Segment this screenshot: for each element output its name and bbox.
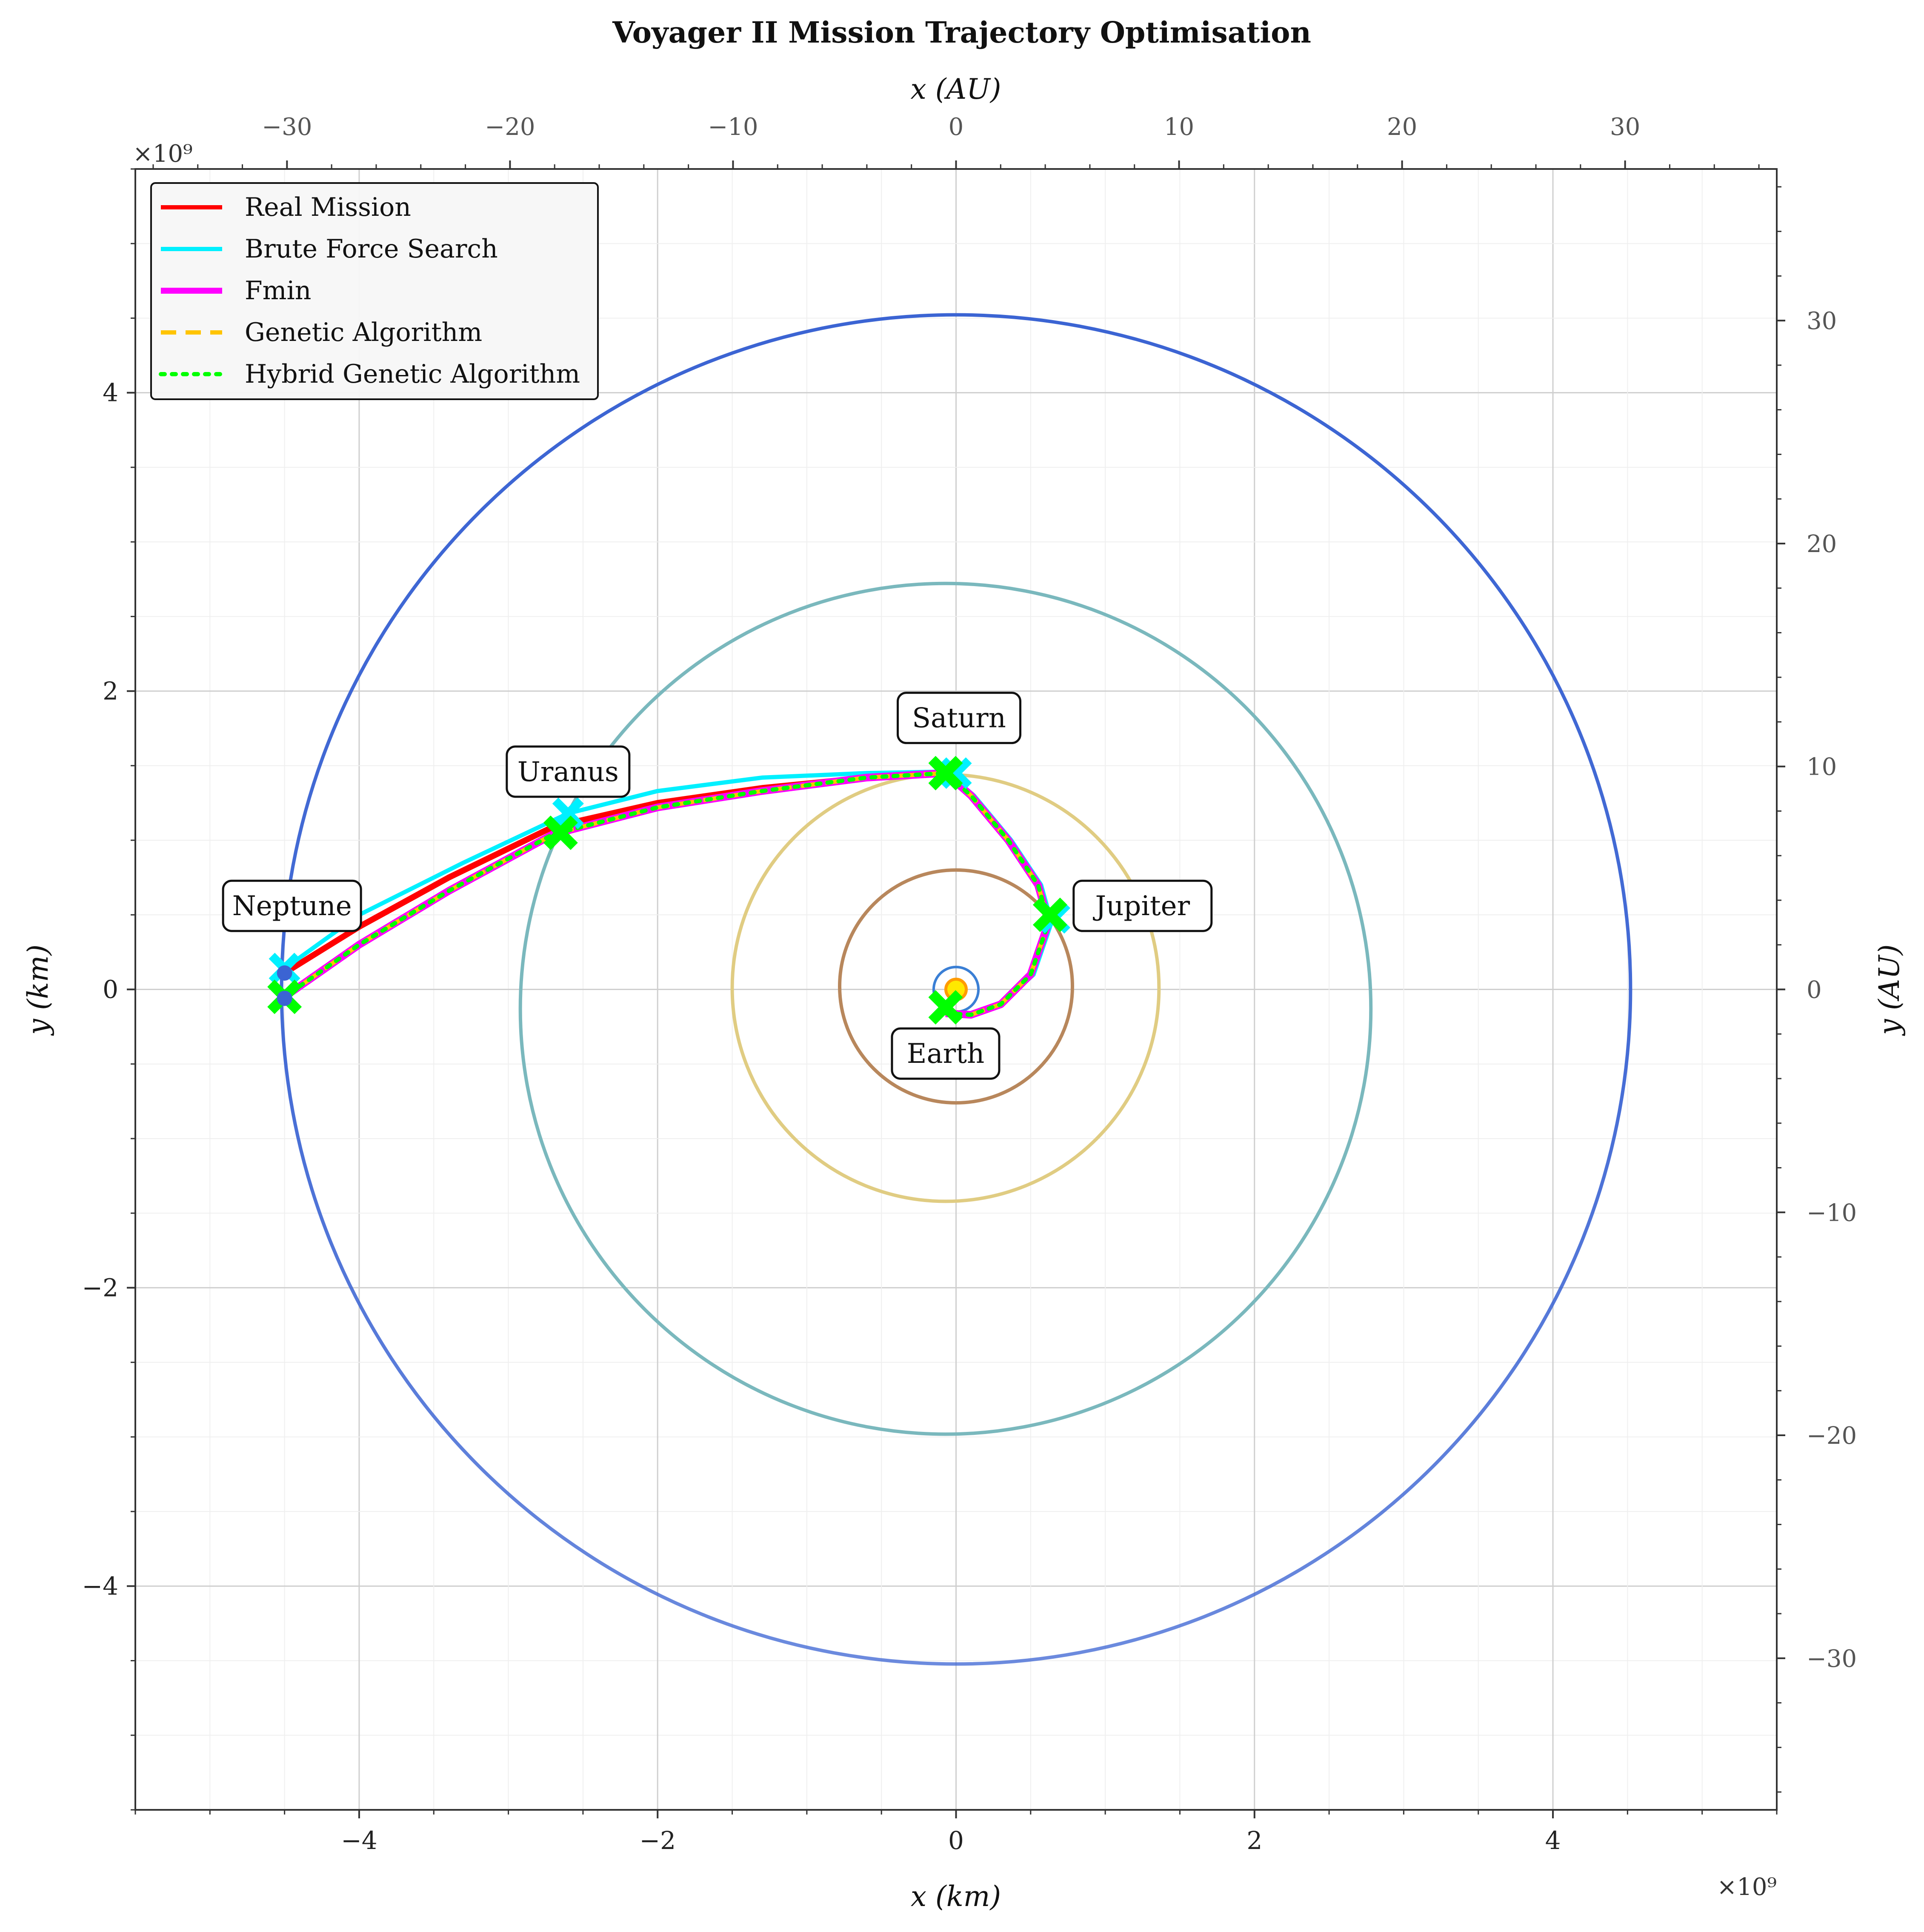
planet-label-box — [222, 879, 362, 932]
chart-title: Voyager II Mission Trajectory Optimisati… — [612, 16, 1311, 50]
planet-label-saturn: Saturn — [897, 692, 1022, 744]
y2-tick-label: 0 — [1807, 976, 1822, 1004]
y2-tick-label: 20 — [1807, 530, 1837, 558]
y-tick-label: 4 — [103, 378, 118, 407]
neptune-dot — [277, 965, 292, 981]
planet-label-uranus: Uranus — [506, 745, 631, 798]
y2-tick-label: 10 — [1807, 753, 1837, 781]
y2-tick-label: −30 — [1807, 1645, 1857, 1673]
x2-tick-label: −10 — [708, 113, 758, 141]
encounter-markers — [267, 756, 1070, 1025]
legend-label: Hybrid Genetic Algorithm — [245, 359, 580, 389]
x2-tick-label: 0 — [949, 113, 964, 141]
y-tick-label: 0 — [103, 975, 118, 1004]
planet-label-box — [506, 745, 631, 798]
y2-tick-label: 30 — [1807, 307, 1837, 335]
legend-label: Real Mission — [245, 192, 411, 222]
x2-tick-label: 10 — [1164, 113, 1194, 141]
planet-label-text: Saturn — [912, 703, 1006, 734]
y-axis-label: y (km) — [22, 945, 54, 1036]
encounter-marker-uranus — [543, 816, 578, 850]
planet-label-earth: Earth — [891, 1027, 1001, 1080]
legend-box — [150, 182, 599, 400]
x-tick-label: −2 — [639, 1826, 676, 1855]
planet-label-text: Neptune — [232, 890, 352, 922]
planet-label-text: Jupiter — [1093, 890, 1190, 922]
legend-label: Genetic Algorithm — [245, 318, 482, 347]
x-tick-label: 2 — [1246, 1826, 1262, 1855]
orbit-uranus — [518, 581, 1373, 1436]
y2-tick-label: −20 — [1807, 1422, 1857, 1450]
neptune-dot — [277, 990, 292, 1006]
planet-label-box — [891, 1027, 1001, 1080]
plot-area: Saturn Uranus Neptune Jupiter Earth — [134, 168, 1778, 1811]
legend-label: Fmin — [245, 276, 311, 306]
planet-label-text: Uranus — [517, 756, 619, 788]
x-axis-label: x (km) — [911, 1880, 1001, 1913]
planet-label-box — [1072, 879, 1213, 932]
planet-label-box — [897, 692, 1022, 744]
orbit-jupiter — [838, 868, 1074, 1105]
x2-tick-label: −30 — [262, 113, 312, 141]
planet-label-jupiter: Jupiter — [1072, 879, 1213, 932]
x2-tick-label: −20 — [485, 113, 535, 141]
y2-axis-label: y (AU) — [1873, 944, 1906, 1036]
planet-label-text: Earth — [907, 1038, 984, 1070]
planet-label-neptune: Neptune — [222, 879, 362, 932]
y-tick-label: 2 — [103, 677, 118, 706]
x2-tick-label: 20 — [1387, 113, 1417, 141]
legend: Real Mission Brute Force Search Fmin Geneti… — [150, 182, 599, 400]
y-tick-label: −2 — [82, 1273, 119, 1302]
x-tick-label: 4 — [1545, 1826, 1561, 1855]
encounter-marker-saturn — [928, 756, 963, 790]
x-tick-label: 0 — [948, 1826, 964, 1855]
scale-note-top: ×10⁹ — [133, 140, 193, 168]
x-tick-label: −4 — [341, 1826, 377, 1855]
encounter-marker-earth — [928, 990, 963, 1025]
scale-note-bottom: ×10⁹ — [1717, 1873, 1777, 1901]
encounter-marker-jupiter — [1032, 897, 1067, 932]
y2-tick-label: −10 — [1807, 1199, 1857, 1227]
brute-force-marker — [552, 797, 584, 830]
x2-tick-label: 30 — [1610, 113, 1640, 141]
y-tick-label: −4 — [82, 1571, 119, 1600]
x2-axis-label: x (AU) — [911, 73, 1001, 106]
legend-label: Brute Force Search — [245, 234, 498, 264]
planet-labels: Saturn Uranus Neptune Jupiter Earth — [222, 692, 1213, 1080]
